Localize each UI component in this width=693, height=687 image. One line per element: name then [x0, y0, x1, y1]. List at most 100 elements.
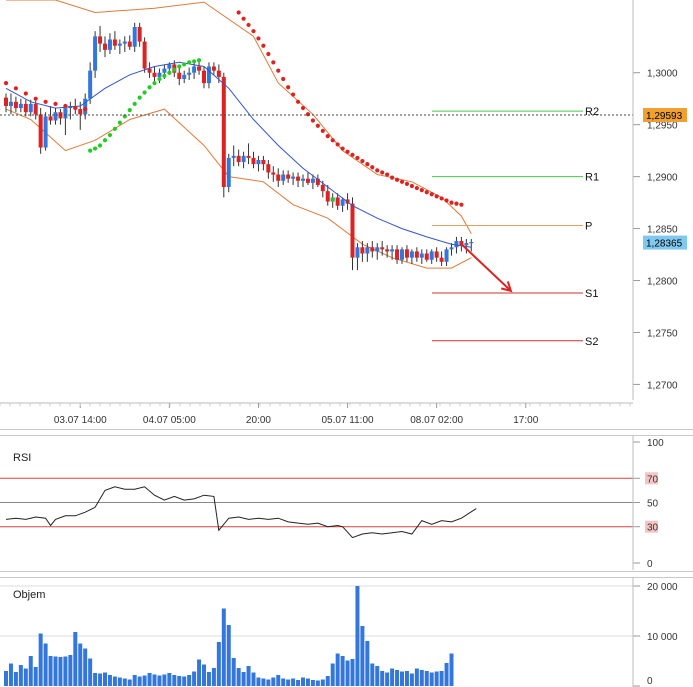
candle-body	[335, 197, 340, 206]
volume-bar	[315, 680, 320, 686]
volume-bar	[197, 659, 202, 686]
sar-dot-bearish	[13, 86, 18, 91]
rsi-tick-highlight	[645, 472, 658, 485]
volume-bar	[107, 675, 112, 686]
candle-body	[28, 103, 33, 113]
candle-body	[454, 241, 459, 248]
sar-dot-bearish	[286, 85, 291, 90]
sar-dot-bearish	[335, 142, 340, 147]
volume-tick-label: 20 000	[647, 582, 678, 593]
sar-dot-bearish	[350, 152, 355, 157]
volume-tick-label: 10 000	[647, 632, 678, 643]
volume-bar	[276, 675, 281, 686]
price-tick-label: 1,3000	[647, 69, 678, 80]
volume-bar	[444, 663, 449, 686]
volume-bar	[78, 643, 83, 686]
candle-body	[236, 155, 241, 163]
volume-bar	[211, 668, 216, 686]
candle-body	[202, 70, 206, 84]
candle-body	[48, 116, 53, 121]
price-tick-label: 1,2950	[647, 121, 678, 132]
candle-body	[286, 174, 291, 179]
candle-body	[33, 103, 38, 115]
volume-bar	[172, 675, 177, 686]
sar-dot-bearish	[419, 188, 424, 193]
volume-bar	[291, 678, 296, 686]
candle-body	[78, 109, 83, 115]
pivot-label: R2	[585, 106, 599, 118]
sar-dot-bullish	[330, 197, 335, 202]
volume-bar	[325, 676, 330, 686]
volume-bar	[409, 673, 414, 686]
sar-dot-bearish	[266, 51, 271, 57]
sar-dot-bullish	[177, 64, 182, 69]
candle-body	[360, 247, 365, 254]
volume-bar	[38, 633, 43, 686]
candle-body	[107, 39, 112, 50]
candle-body	[325, 191, 330, 202]
candle-body	[13, 101, 18, 109]
sar-dot-bearish	[404, 181, 410, 186]
sar-dot-bearish	[325, 134, 330, 139]
sar-dot-bullish	[142, 90, 147, 95]
rsi-tick-label: 50	[647, 499, 659, 510]
price-tick-label: 1,2700	[647, 380, 678, 391]
volume-bar	[335, 653, 340, 686]
sar-dot-bearish	[340, 146, 345, 151]
volume-bar	[177, 676, 182, 686]
volume-bar	[380, 671, 385, 686]
volume-bar	[345, 660, 350, 686]
volume-bar	[98, 673, 103, 686]
price-tag	[643, 235, 687, 250]
volume-bar	[43, 643, 48, 686]
sar-dot-bearish	[310, 118, 315, 123]
rsi-line	[5, 486, 477, 539]
rsi-panel: RSI 100 70 50 30 0	[0, 438, 664, 570]
volume-bar	[192, 671, 197, 686]
candle-body	[157, 72, 162, 77]
time-tick-label: 20:00	[246, 415, 271, 426]
sar-dot-bearish	[43, 99, 48, 104]
volume-bar	[112, 676, 117, 686]
time-tick-label: 03.07 14:00	[54, 415, 107, 426]
candle-body	[246, 155, 251, 158]
price-panel: R2 R1 P S1 S2 1,3000 1,2950 1,2900 1,2850 1,2800…	[0, 0, 687, 426]
sar-dot-bullish	[107, 132, 113, 138]
volume-bar	[449, 653, 454, 686]
candle-body	[216, 70, 221, 77]
volume-bar	[122, 678, 127, 686]
rsi-axis: 100 70 50 30 0	[633, 438, 664, 570]
sar-dot-bullish	[127, 108, 132, 113]
sar-dot-bearish	[300, 105, 306, 111]
candle-body	[117, 43, 122, 46]
candle-body	[444, 249, 449, 262]
candle-body	[395, 249, 400, 260]
volume-bar	[330, 663, 335, 686]
candle-body	[375, 247, 380, 252]
candle-body	[271, 172, 276, 175]
rsi-tick-label: 70	[647, 474, 659, 485]
volume-bar	[117, 677, 122, 686]
sar-dot-bearish	[330, 138, 335, 143]
candle-body	[261, 160, 266, 165]
sar-dot-bearish	[3, 81, 9, 86]
sar-dot-bearish	[409, 183, 414, 189]
forecast-arrow	[460, 243, 513, 293]
sar-dot-bullish	[117, 120, 122, 125]
candle-body	[241, 155, 246, 163]
sar-dot-bullish	[182, 62, 187, 67]
candle-body	[132, 27, 137, 47]
sar-dot-bearish	[399, 179, 405, 184]
volume-bar	[88, 658, 93, 686]
candle-body	[449, 247, 454, 250]
candle-body	[112, 39, 117, 46]
volume-bar	[385, 672, 390, 686]
volume-bar	[340, 656, 345, 686]
bollinger-lower-line	[5, 108, 472, 269]
candle-body	[63, 108, 68, 119]
candle-body	[414, 251, 419, 258]
price-tag	[643, 108, 687, 123]
candle-body	[365, 247, 370, 254]
candle-body	[226, 157, 231, 188]
candle-body	[400, 249, 404, 260]
